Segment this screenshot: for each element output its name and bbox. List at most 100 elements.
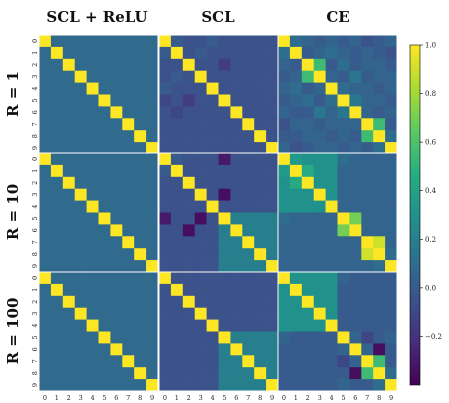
- heatmap-cell: [325, 295, 338, 308]
- heatmap-cell: [242, 272, 255, 285]
- heatmap-cell: [182, 82, 195, 95]
- heatmap-cell: [289, 200, 303, 213]
- heatmap-cell: [62, 367, 75, 380]
- y-tick-label: 5: [31, 98, 39, 102]
- x-tick-label: 8: [377, 394, 381, 402]
- x-tick-label: 8: [138, 394, 142, 402]
- heatmap-cell: [194, 142, 207, 155]
- heatmap-cell: [98, 331, 111, 344]
- heatmap-cell: [313, 200, 326, 213]
- heatmap-cell: [110, 200, 123, 213]
- heatmap-cell: [182, 260, 195, 273]
- heatmap-cell: [170, 319, 184, 332]
- heatmap-cell: [289, 331, 303, 344]
- heatmap-cell: [122, 355, 135, 368]
- heatmap-cell: [159, 319, 172, 332]
- heatmap-cell: [86, 379, 99, 392]
- heatmap-cell: [254, 331, 267, 344]
- heatmap-cell: [301, 295, 314, 308]
- row-title-r1: R = 1: [4, 71, 22, 117]
- heatmap-cell: [289, 153, 303, 166]
- heatmap-cell: [325, 35, 338, 48]
- heatmap-cell: [242, 188, 255, 201]
- heatmap-cell: [206, 35, 219, 48]
- heatmap-cell: [301, 343, 314, 356]
- heatmap-cell: [289, 130, 303, 143]
- heatmap-cell: [98, 367, 111, 380]
- heatmap-cell: [50, 319, 64, 332]
- heatmap-cell: [206, 379, 219, 392]
- heatmap-cell: [289, 355, 303, 368]
- heatmap-cell: [373, 188, 386, 201]
- heatmap-cell: [278, 224, 291, 237]
- heatmap-cell: [313, 283, 326, 297]
- heatmap-cell: [289, 82, 303, 95]
- y-tick-label: 5: [31, 335, 39, 339]
- heatmap-cell: [62, 307, 75, 320]
- heatmap-cell: [325, 153, 338, 166]
- heatmap-cell: [110, 260, 123, 273]
- heatmap-cell: [74, 130, 87, 143]
- heatmap-cell: [86, 70, 99, 83]
- row-title-r10: R = 10: [4, 184, 22, 240]
- heatmap-cell: [86, 200, 99, 213]
- heatmap-cell: [385, 295, 398, 308]
- heatmap-cell: [230, 367, 243, 380]
- heatmap-cell: [385, 236, 398, 249]
- heatmap-cell: [159, 106, 172, 119]
- heatmap-cell: [86, 367, 99, 380]
- heatmap-cell: [301, 70, 314, 83]
- heatmap-cell: [361, 118, 374, 131]
- x-tick-label: 2: [187, 394, 191, 402]
- heatmap-cell: [74, 142, 87, 155]
- heatmap-cell: [230, 106, 243, 119]
- heatmap-cell: [170, 176, 184, 189]
- heatmap-cell: [86, 46, 99, 60]
- heatmap-cell: [194, 272, 207, 285]
- heatmap-cell: [194, 176, 207, 189]
- heatmap-cell: [39, 118, 52, 131]
- heatmap-cell: [289, 118, 303, 131]
- heatmap-cell: [349, 164, 362, 178]
- heatmap-cell: [230, 82, 243, 95]
- heatmap-cell: [146, 200, 159, 213]
- heatmap-cell: [218, 367, 231, 380]
- heatmap-cell: [289, 188, 303, 201]
- heatmap-cell: [159, 343, 172, 356]
- heatmap-cell: [98, 118, 111, 131]
- heatmap-cell: [182, 176, 195, 189]
- heatmap-cell: [50, 212, 64, 225]
- heatmap-cell: [242, 224, 255, 237]
- heatmap-cell: [278, 236, 291, 249]
- heatmap-cell: [349, 94, 362, 107]
- heatmap-cell: [134, 118, 147, 131]
- heatmap-cell: [266, 164, 279, 178]
- y-tick-label: 7: [31, 122, 39, 126]
- heatmap-cell: [62, 236, 75, 249]
- heatmap-cell: [254, 82, 267, 95]
- heatmap-cell: [289, 379, 303, 392]
- heatmap-cell: [159, 236, 172, 249]
- heatmap-cell: [278, 283, 291, 297]
- heatmap-cell: [122, 283, 135, 297]
- heatmap-cell: [182, 343, 195, 356]
- heatmap-cell: [266, 343, 279, 356]
- heatmap-cell: [74, 295, 87, 308]
- heatmap-cell: [62, 248, 75, 261]
- heatmap-cell: [122, 46, 135, 60]
- heatmap-cell: [50, 295, 64, 308]
- heatmap-cell: [170, 130, 184, 143]
- heatmap-cell: [194, 236, 207, 249]
- heatmap-cell: [159, 331, 172, 344]
- x-tick-label: 6: [114, 394, 118, 402]
- heatmap-cell: [254, 295, 267, 308]
- heatmap-cell: [146, 307, 159, 320]
- heatmap-cell: [254, 379, 267, 392]
- heatmap-cell: [325, 248, 338, 261]
- heatmap-cell: [230, 355, 243, 368]
- x-tick-label: 5: [341, 394, 345, 402]
- heatmap-cell: [39, 331, 52, 344]
- heatmap-cell: [266, 153, 279, 166]
- heatmap-cell: [266, 58, 279, 71]
- heatmap-cell: [62, 118, 75, 131]
